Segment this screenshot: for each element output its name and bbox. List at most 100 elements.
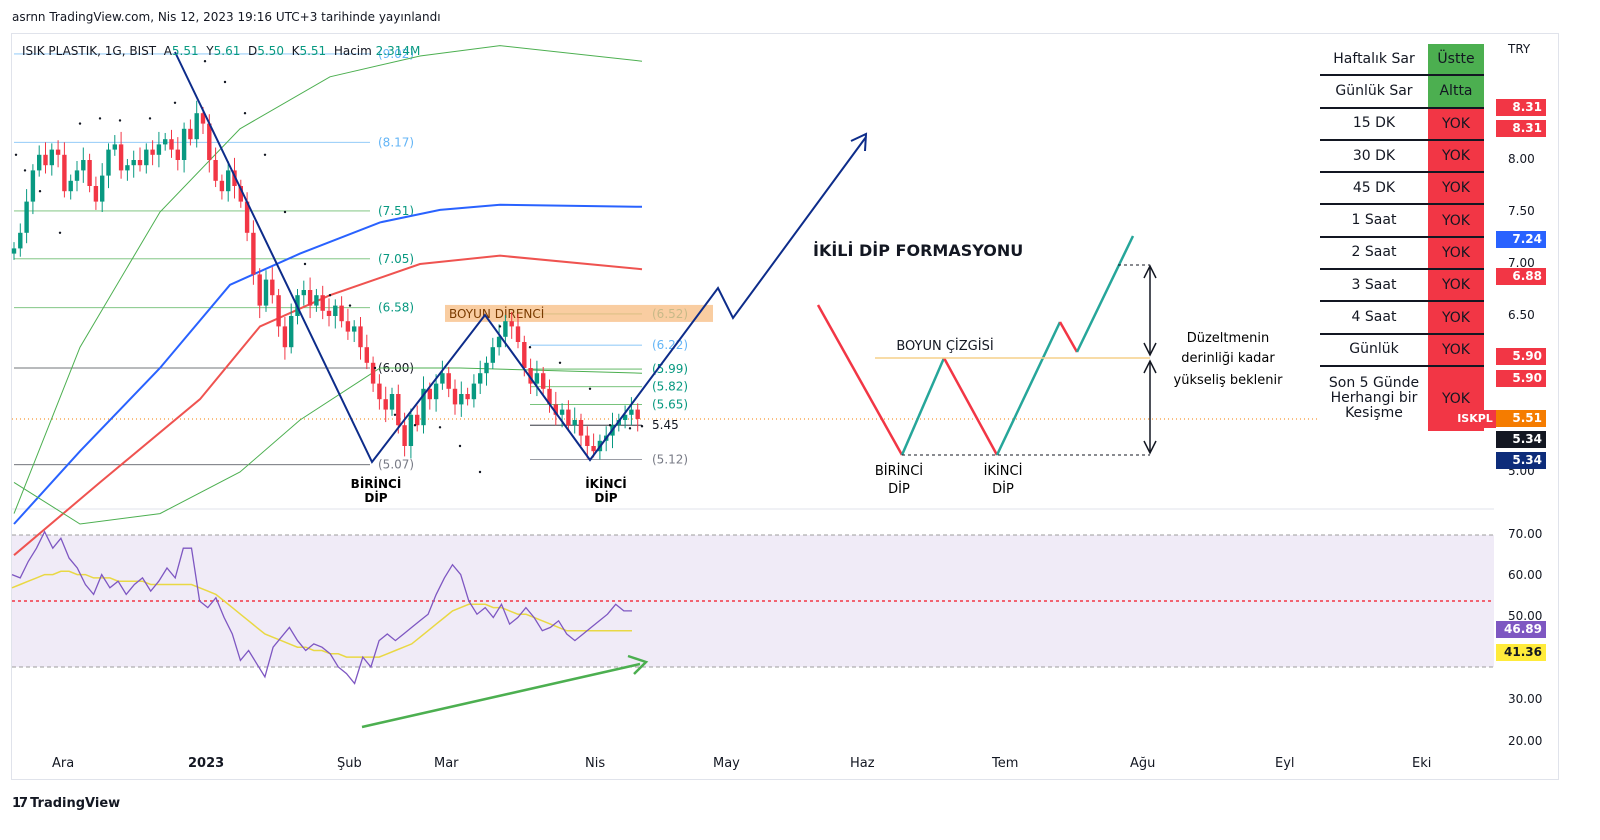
candle-body — [478, 373, 483, 384]
sar-dot — [23, 169, 27, 172]
high-value: 5.61 — [213, 44, 241, 58]
neck-resistance-label: BOYUN DİRENCİ — [449, 306, 544, 321]
candle-body — [572, 420, 577, 426]
candle-body — [68, 180, 73, 192]
candle — [433, 374, 439, 412]
candle-body — [18, 232, 23, 249]
signal-label: Günlük — [1320, 334, 1428, 365]
candle-body — [93, 186, 99, 202]
sar-dot — [78, 122, 82, 125]
candle — [257, 268, 262, 319]
expectation-text-1: Düzeltmenin — [1187, 331, 1270, 346]
candle-body — [276, 295, 281, 327]
candle — [440, 360, 445, 390]
diagram-second-label-1: İKİNCİ — [984, 463, 1023, 479]
sar-dot — [458, 444, 462, 448]
time-label: Şub — [337, 756, 362, 771]
candle — [194, 100, 199, 148]
double-bottom-pattern-line — [174, 51, 867, 464]
tradingview-footer[interactable]: 17 TradingView — [12, 796, 120, 811]
candle-body — [43, 154, 48, 166]
candle-body — [402, 425, 407, 446]
candle — [24, 189, 29, 244]
candle — [131, 150, 136, 178]
sar-dot — [393, 413, 397, 416]
time-label: Haz — [850, 756, 875, 771]
diagram-red-leg-2 — [942, 357, 999, 456]
candle — [541, 366, 546, 396]
candle — [276, 288, 281, 337]
candle — [484, 356, 489, 386]
candle — [578, 413, 584, 446]
price-badge: 5.34 — [1496, 431, 1546, 448]
sar-dot — [98, 117, 102, 120]
candle-body — [358, 326, 363, 348]
candle — [459, 381, 464, 417]
candle-body — [490, 347, 495, 363]
sar-dot — [38, 190, 42, 193]
candle-body — [175, 149, 180, 160]
signal-label: Günlük Sar — [1320, 76, 1428, 107]
candle-body — [622, 414, 628, 420]
candle — [333, 299, 338, 329]
candle-body — [566, 409, 571, 426]
candle-body — [207, 123, 212, 160]
signal-status: YOK — [1428, 334, 1484, 365]
diagram-second-label-2: DİP — [992, 481, 1014, 497]
candle — [364, 334, 369, 370]
sar-dot — [58, 231, 62, 234]
price-badge: 8.31 — [1496, 99, 1546, 116]
candle-body — [131, 160, 136, 166]
sar-dot — [283, 210, 287, 214]
candle-body — [415, 414, 420, 426]
signal-row: Günlük YOK — [1320, 334, 1484, 367]
candle-body — [471, 383, 477, 400]
candle-body — [137, 160, 143, 166]
price-badge: 8.31 — [1496, 120, 1546, 137]
sar-dot — [528, 346, 532, 349]
signal-label: 4 Saat — [1320, 302, 1428, 333]
rsi-tick: 70.00 — [1508, 527, 1543, 541]
sar-dot — [628, 427, 632, 430]
diagram-red-leg — [816, 304, 904, 456]
candle-body — [515, 326, 521, 342]
diagram-upper-arrow-heads — [1143, 264, 1157, 357]
candle — [452, 379, 458, 415]
candle-body — [440, 373, 445, 384]
candle-body — [446, 373, 451, 389]
diagram-green-leg — [900, 357, 946, 456]
time-label: Tem — [992, 756, 1019, 771]
signal-status: YOK — [1428, 108, 1484, 139]
signal-label: 30 DK — [1320, 140, 1428, 172]
volume-label: Hacim — [333, 44, 372, 58]
chart-frame — [11, 33, 1559, 780]
diagram-first-label-1: BİRİNCİ — [875, 463, 923, 479]
candle-body — [547, 388, 552, 405]
fib-label: (8.17) — [378, 135, 414, 149]
diagram-lower-arrow-heads — [1143, 359, 1157, 455]
candle — [55, 140, 61, 168]
sar-dot — [348, 304, 352, 307]
signal-row: Günlük Sar Altta — [1320, 76, 1484, 109]
candle-body — [181, 128, 187, 160]
candle-body — [339, 305, 344, 322]
price-badge: 6.88 — [1496, 268, 1546, 285]
candle — [81, 147, 86, 183]
price-tick: 7.00 — [1508, 256, 1535, 270]
time-label: Ağu — [1130, 756, 1156, 771]
sar-dot — [413, 424, 417, 427]
candle-body — [635, 409, 640, 419]
time-label: 2023 — [188, 756, 225, 771]
candle-body — [81, 160, 86, 171]
signal-status: YOK — [1428, 270, 1484, 301]
ema-blue — [13, 203, 643, 525]
candle-body — [125, 165, 130, 171]
candle-body — [219, 180, 225, 192]
open-value: 5.51 — [171, 44, 199, 58]
candle-body — [194, 113, 199, 140]
candle-body — [74, 170, 80, 181]
candle-body — [163, 139, 168, 145]
candle — [629, 397, 634, 426]
candle — [68, 174, 73, 200]
